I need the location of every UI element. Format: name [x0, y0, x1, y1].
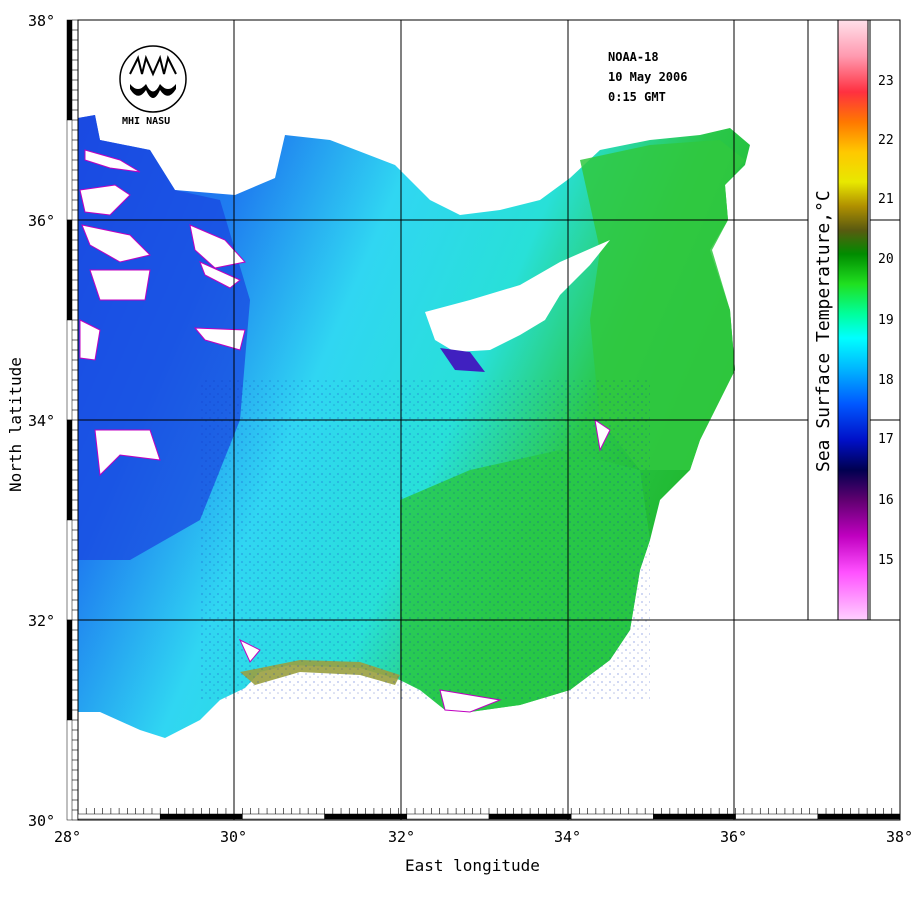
- date-label: 10 May 2006: [608, 70, 688, 84]
- y-tick-label: 38°: [28, 12, 56, 30]
- colorbar-tick-label: 23: [878, 74, 894, 89]
- colorbar-title: Sea Surface Temperature,°C: [813, 190, 834, 472]
- scale-segment: [66, 619, 73, 721]
- colorbar-tick-label: 19: [878, 313, 894, 328]
- x-tick-label: 32°: [388, 828, 416, 846]
- scale-segment: [66, 119, 73, 221]
- scale-segment: [488, 813, 572, 820]
- scale-segment: [66, 719, 73, 821]
- bottom-scale-bar: [77, 808, 901, 820]
- scale-segment: [66, 419, 73, 521]
- colorbar-tick-label: 21: [878, 192, 894, 207]
- y-tick-label: 36°: [28, 212, 56, 230]
- scale-segment: [66, 319, 73, 421]
- speckle-overlay: [200, 380, 650, 700]
- colorbar-tick-label: 20: [878, 252, 894, 267]
- x-tick-label: 28°: [54, 828, 82, 846]
- colorbar-tick-label: 22: [878, 133, 894, 148]
- cloud-patches: [79, 149, 611, 713]
- scale-segment: [570, 813, 654, 820]
- x-tick-label: 34°: [554, 828, 582, 846]
- scale-segment: [406, 813, 490, 820]
- colorbar-tick-label: 16: [878, 493, 894, 508]
- scale-segment: [242, 813, 325, 820]
- scale-segment: [66, 19, 73, 121]
- colorbar-tick-label: 17: [878, 432, 894, 447]
- satellite-label: NOAA-18: [608, 50, 659, 64]
- scale-segment: [735, 813, 819, 820]
- scale-segment: [324, 813, 408, 820]
- time-label: 0:15 GMT: [608, 90, 666, 104]
- y-tick-label: 34°: [28, 412, 56, 430]
- cyprus-cold-coast: [440, 348, 485, 372]
- colorbar-tick-label: 18: [878, 373, 894, 388]
- logo-caption: MHI NASU: [122, 116, 171, 127]
- x-tick-label: 36°: [720, 828, 748, 846]
- mhi-nasu-logo: [119, 45, 187, 113]
- x-tick-label: 30°: [220, 828, 248, 846]
- colorbar: [837, 19, 869, 621]
- x-axis-title: East longitude: [405, 856, 540, 875]
- colorbar-tick-label: 15: [878, 553, 894, 568]
- y-axis-title: North latitude: [6, 357, 25, 492]
- y-tick-label: 30°: [28, 812, 56, 830]
- x-tick-label: 38°: [886, 828, 914, 846]
- scale-segment: [66, 519, 73, 621]
- scale-segment: [77, 813, 161, 820]
- left-scale-bar: [66, 19, 78, 821]
- scale-segment: [66, 219, 73, 321]
- map-frame: [77, 19, 901, 821]
- sea-region: [78, 115, 750, 738]
- cyprus-island: [425, 240, 610, 352]
- scale-segment: [653, 813, 736, 820]
- scale-segment: [159, 813, 243, 820]
- scale-segment: [817, 813, 901, 820]
- y-tick-label: 32°: [28, 612, 56, 630]
